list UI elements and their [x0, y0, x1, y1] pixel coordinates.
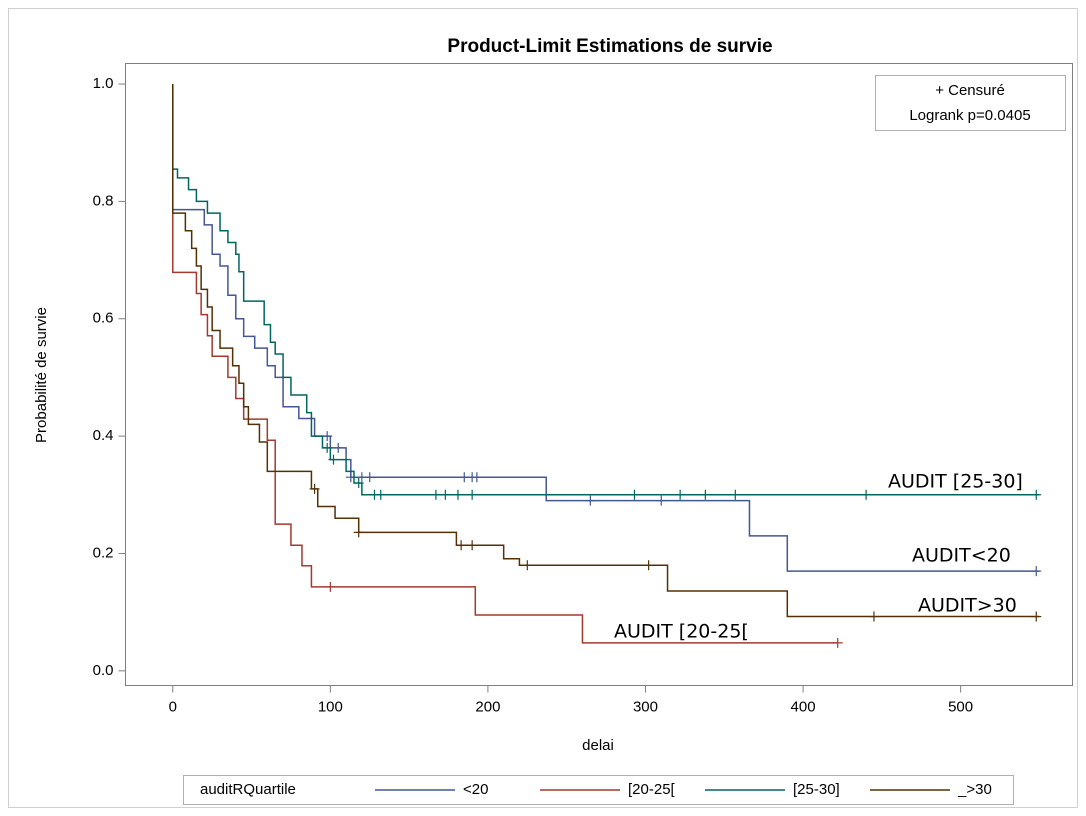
- censor-mark: [471, 472, 482, 483]
- censor-mark: [656, 495, 667, 506]
- censor-mark: [309, 483, 320, 494]
- legend-label: [20-25[: [628, 781, 676, 798]
- survival-curve: [172, 84, 1040, 618]
- legend-label: <20: [463, 781, 488, 798]
- censor-mark: [832, 637, 843, 648]
- x-tick-label: 200: [475, 698, 500, 715]
- censor-mark: [585, 495, 596, 506]
- censor-mark: [353, 527, 364, 538]
- censor-mark: [325, 581, 336, 592]
- censor-mark: [675, 489, 686, 500]
- censor-mark: [430, 489, 441, 500]
- chart-title: Product-Limit Estimations de survie: [447, 36, 772, 57]
- x-tick-label: 100: [318, 698, 343, 715]
- censor-mark: [353, 478, 364, 489]
- y-tick-label: 0.0: [93, 662, 114, 679]
- censor-mark: [1031, 566, 1042, 577]
- censor-mark: [522, 560, 533, 571]
- inset-text: + Censuré: [935, 82, 1005, 99]
- censor-mark: [1031, 611, 1042, 622]
- censor-mark: [322, 442, 333, 453]
- censor-mark: [364, 472, 375, 483]
- x-tick-label: 500: [948, 698, 973, 715]
- censor-mark: [440, 489, 451, 500]
- y-tick-label: 0.4: [93, 427, 114, 444]
- censor-mark: [730, 489, 741, 500]
- censor-mark: [643, 560, 654, 571]
- x-tick-label: 0: [169, 698, 177, 715]
- y-tick-label: 0.8: [93, 192, 114, 209]
- y-tick-label: 0.2: [93, 544, 114, 561]
- legend-label: [25-30]: [793, 781, 840, 798]
- plot-frame: [125, 63, 1073, 686]
- annotation: AUDIT<20: [912, 545, 1011, 567]
- legend-title: auditRQuartile: [200, 781, 296, 798]
- x-tick-label: 400: [791, 698, 816, 715]
- censor-mark: [375, 489, 386, 500]
- censor-mark: [467, 540, 478, 551]
- censor-mark: [861, 489, 872, 500]
- censor-mark: [700, 489, 711, 500]
- censor-mark: [467, 489, 478, 500]
- censor-mark: [456, 540, 467, 551]
- censor-mark: [333, 442, 344, 453]
- survival-curve: [172, 84, 1040, 496]
- censor-mark: [629, 489, 640, 500]
- y-axis-label: Probabilité de survie: [33, 307, 50, 443]
- frame: [8, 8, 1078, 808]
- censor-mark: [328, 454, 339, 465]
- annotation: AUDIT>30: [918, 595, 1017, 617]
- censor-mark: [868, 611, 879, 622]
- legend-label: _>30: [957, 781, 992, 798]
- inset-text: Logrank p=0.0405: [909, 107, 1030, 124]
- y-tick-label: 0.6: [93, 310, 114, 327]
- annotation: AUDIT [20-25[: [614, 621, 749, 643]
- inset-box: [875, 75, 1066, 131]
- annotation: AUDIT [25-30]: [888, 471, 1023, 493]
- censor-mark: [322, 431, 333, 442]
- censor-mark: [1031, 489, 1042, 500]
- x-axis-label: delai: [582, 737, 614, 754]
- censor-mark: [452, 489, 463, 500]
- y-tick-label: 1.0: [93, 75, 114, 92]
- survival-curve: [172, 84, 838, 644]
- x-tick-label: 300: [633, 698, 658, 715]
